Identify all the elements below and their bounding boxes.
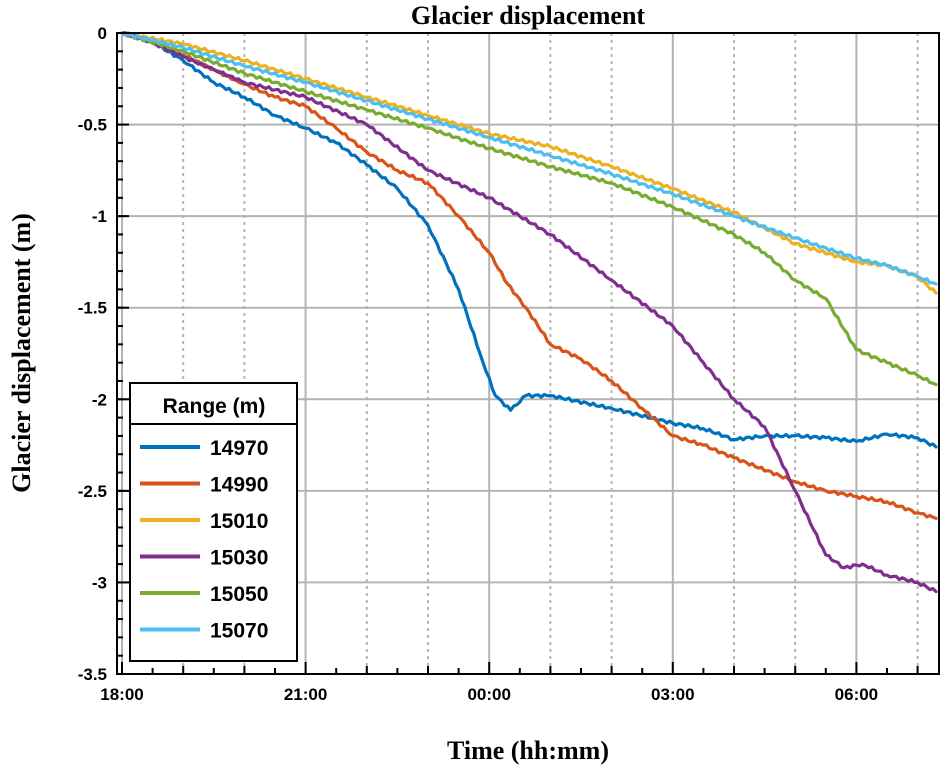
series-line-14970 xyxy=(120,31,938,449)
series-line-15050 xyxy=(120,31,938,387)
series-line-15030 xyxy=(120,30,938,594)
x-tick-label: 06:00 xyxy=(835,685,878,704)
legend-title: Range (m) xyxy=(163,395,266,418)
chart-title: Glacier displacement xyxy=(411,1,646,30)
x-tick-label: 18:00 xyxy=(100,685,143,704)
y-tick-label: -1.5 xyxy=(78,299,107,318)
legend-label-15050: 15050 xyxy=(210,583,268,606)
y-tick-label: 0 xyxy=(98,24,107,43)
legend-label-15030: 15030 xyxy=(210,547,268,570)
axes: 0 -0.5 -1 -1.5 -2 -2.5 -3 -3.518:00 21:00 00:00 03… xyxy=(78,24,919,704)
x-tick-label: 00:00 xyxy=(467,685,510,704)
series-line-15010 xyxy=(120,30,938,295)
legend-label-14970: 14970 xyxy=(210,437,268,460)
legend-label-15070: 15070 xyxy=(210,620,268,643)
series-line-15070 xyxy=(120,31,938,286)
y-tick-label: -2 xyxy=(92,390,107,409)
y-tick-label: -2.5 xyxy=(78,482,107,501)
x-tick-label: 03:00 xyxy=(651,685,694,704)
y-tick-label: -3.5 xyxy=(78,665,107,684)
legend-label-14990: 14990 xyxy=(210,474,268,497)
x-axis-label: Time (hh:mm) xyxy=(447,736,609,765)
y-tick-label: -1 xyxy=(92,207,107,226)
x-tick-label: 21:00 xyxy=(284,685,327,704)
legend-label-15010: 15010 xyxy=(210,510,268,533)
y-axis-label: Glacier displacement (m) xyxy=(7,213,36,493)
legend: Range (m) 14970 14990 15010 15030 15050 15070 xyxy=(129,382,298,662)
y-tick-label: -3 xyxy=(92,573,107,592)
plot-frame xyxy=(116,32,940,675)
y-tick-label: -0.5 xyxy=(78,116,107,135)
series-line-14990 xyxy=(120,31,938,520)
series-lines xyxy=(120,30,938,594)
